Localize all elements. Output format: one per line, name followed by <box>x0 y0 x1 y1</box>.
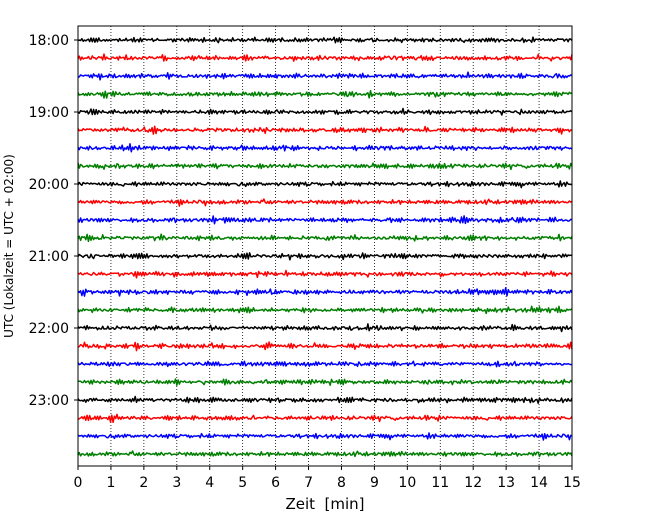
seismogram-trace <box>77 180 573 189</box>
seismogram-trace <box>77 71 573 81</box>
y-tick-label: 23:00 <box>29 393 69 409</box>
seismogram-trace <box>77 89 573 99</box>
x-tick-label: 7 <box>304 475 313 491</box>
x-tick-label: 14 <box>530 475 548 491</box>
y-tick-label: 19:00 <box>29 105 69 121</box>
x-tick-label: 10 <box>398 475 416 491</box>
seismogram-trace <box>77 36 573 44</box>
x-tick-label: 11 <box>431 475 449 491</box>
seismogram-trace <box>77 162 573 171</box>
y-tick-label: 20:00 <box>29 177 69 193</box>
x-tick-label: 5 <box>238 475 247 491</box>
seismogram-trace <box>77 413 573 424</box>
seismogram-trace <box>77 53 573 62</box>
x-tick-label: 15 <box>563 475 581 491</box>
x-axis-label: Zeit [min] <box>285 495 364 513</box>
seismogram-trace <box>77 107 573 116</box>
seismogram-trace <box>77 233 573 243</box>
x-tick-label: 13 <box>497 475 515 491</box>
seismogram-trace <box>77 341 573 352</box>
x-tick-label: 1 <box>106 475 115 491</box>
x-axis-ticks: 0 1 2 3 4 5 6 7 8 9 10 11 12 13 14 15 <box>74 466 581 491</box>
seismogram-trace <box>77 450 573 458</box>
x-tick-label: 0 <box>74 475 83 491</box>
y-tick-label: 21:00 <box>29 249 69 265</box>
y-axis-label: UTC (Lokalzeit = UTC + 02:00) <box>2 154 16 338</box>
y-tick-label: 18:00 <box>29 33 69 49</box>
seismogram-trace <box>77 323 573 333</box>
seismogram-trace <box>77 198 573 207</box>
y-axis-ticks: 18:00 19:00 20:00 21:00 22:00 23:00 <box>29 33 78 409</box>
seismogram-trace <box>77 395 573 404</box>
seismogram-trace <box>77 252 573 261</box>
x-tick-label: 6 <box>271 475 280 491</box>
x-tick-label: 4 <box>205 475 214 491</box>
x-tick-label: 8 <box>337 475 346 491</box>
x-tick-label: 3 <box>172 475 181 491</box>
x-tick-label: 2 <box>139 475 148 491</box>
vertical-grid <box>110 26 540 466</box>
x-tick-label: 9 <box>370 475 379 491</box>
seismogram-trace <box>77 125 573 135</box>
plot-frame <box>77 25 573 467</box>
seismogram-trace <box>77 215 573 225</box>
seismogram-trace <box>77 378 573 386</box>
seismogram-trace <box>77 269 573 279</box>
seismogram-trace <box>77 143 573 153</box>
seismogram-trace <box>77 432 573 441</box>
seismogram-traces <box>77 36 573 458</box>
x-tick-label: 12 <box>464 475 482 491</box>
seismogram-trace <box>77 360 573 368</box>
y-tick-label: 22:00 <box>29 321 69 337</box>
seismogram-trace <box>77 305 573 315</box>
seismogram-trace <box>77 287 573 297</box>
